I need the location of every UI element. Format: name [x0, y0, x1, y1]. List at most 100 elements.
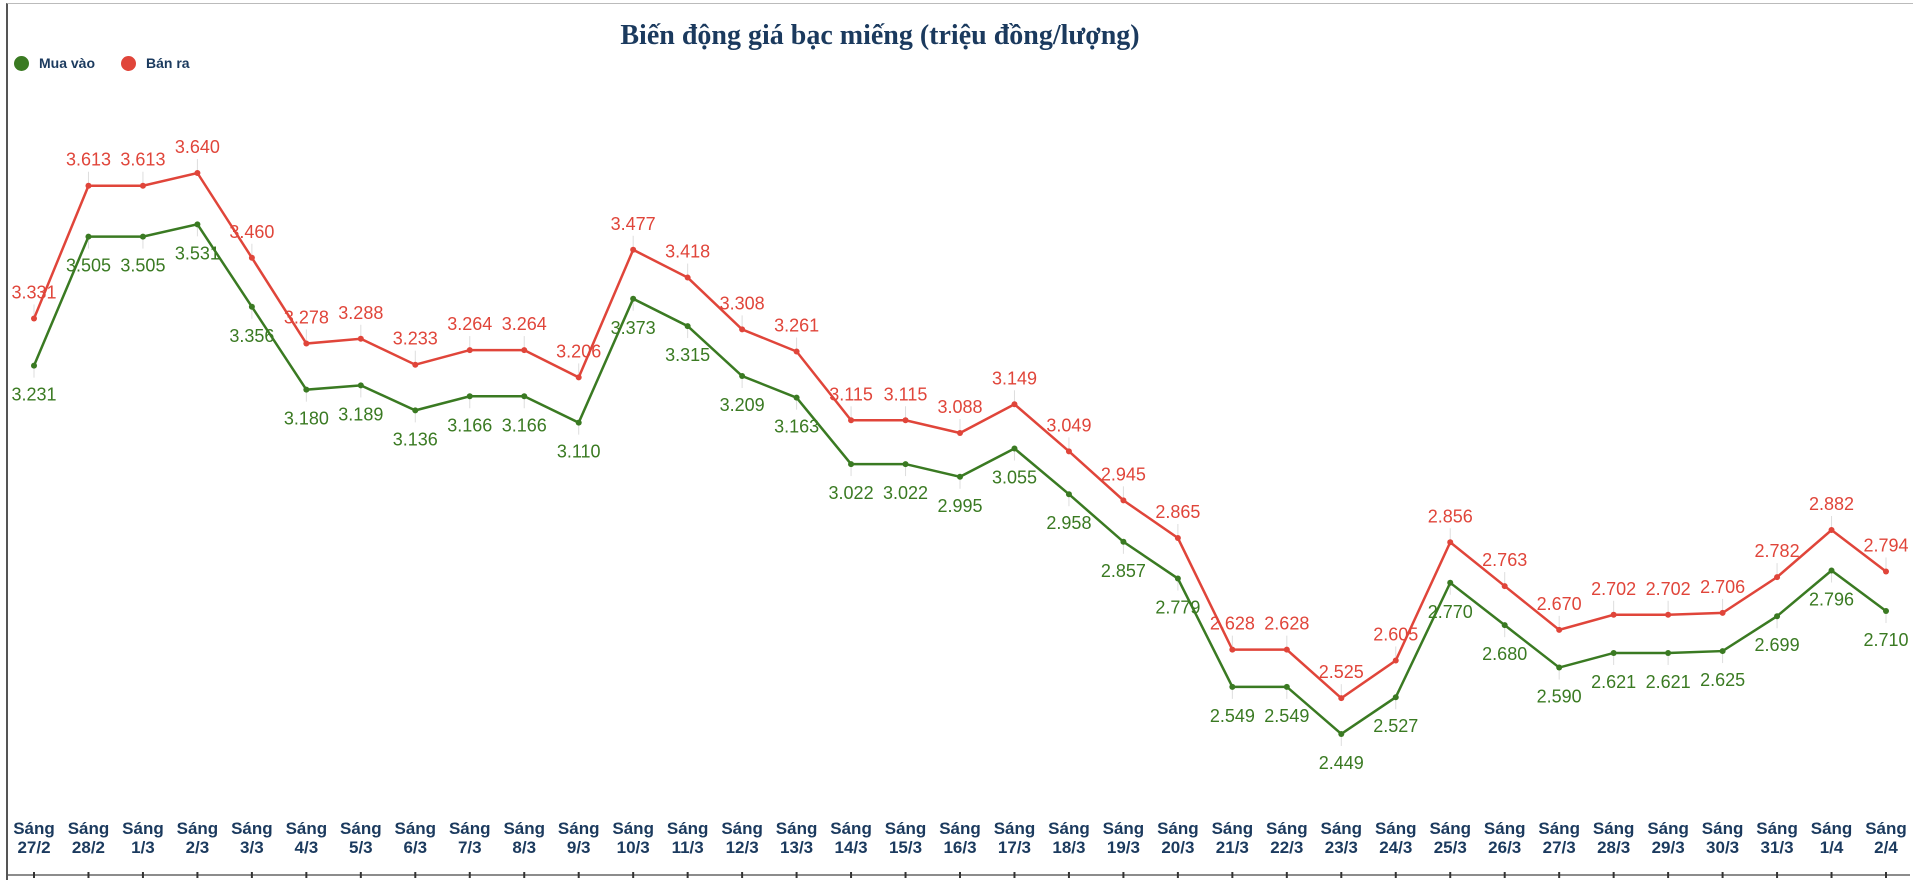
x-tick-label: Sáng 28/2 [68, 819, 110, 857]
data-point [848, 461, 855, 468]
x-tick-label: Sáng 8/3 [503, 819, 545, 857]
data-label: 2.680 [1482, 644, 1527, 664]
x-tick-label: Sáng 24/3 [1375, 819, 1417, 857]
data-label: 2.763 [1482, 550, 1527, 570]
data-label: 2.525 [1319, 662, 1364, 682]
data-point [1120, 538, 1127, 545]
data-label: 2.628 [1210, 614, 1255, 634]
x-tick-label: Sáng 4/3 [286, 819, 328, 857]
data-label: 3.640 [175, 137, 220, 157]
data-label: 3.189 [338, 404, 383, 424]
data-point [1283, 683, 1290, 690]
data-label: 2.857 [1101, 561, 1146, 581]
data-point [902, 461, 909, 468]
data-label: 3.231 [11, 385, 56, 405]
x-tick-label: Sáng 5/3 [340, 819, 382, 857]
legend-label: Bán ra [146, 55, 190, 71]
data-point [575, 419, 582, 426]
data-label: 2.605 [1373, 624, 1418, 644]
legend-item-ban-ra: Bán ra [121, 55, 190, 71]
data-point [684, 323, 691, 330]
x-tick-label: Sáng 2/3 [177, 819, 219, 857]
data-label: 3.088 [937, 397, 982, 417]
x-tick-label: Sáng 26/3 [1484, 819, 1526, 857]
data-label: 2.702 [1591, 579, 1636, 599]
data-label: 2.770 [1428, 602, 1473, 622]
data-point [412, 361, 419, 368]
data-point [575, 374, 582, 381]
data-label: 2.625 [1700, 670, 1745, 690]
data-point [957, 473, 963, 480]
data-point [303, 340, 310, 347]
legend-item-mua-vao: Mua vào [14, 55, 95, 71]
data-point [1174, 575, 1181, 582]
data-point [1447, 539, 1454, 546]
data-label: 3.166 [502, 415, 547, 435]
data-point [793, 348, 800, 355]
data-point [1283, 646, 1290, 653]
data-point [248, 254, 255, 261]
data-point [1011, 401, 1018, 408]
x-tick-label: Sáng 1/4 [1811, 819, 1853, 857]
data-label: 3.460 [229, 222, 274, 242]
data-point [31, 362, 37, 369]
data-point [793, 394, 800, 401]
x-tick-label: Sáng 27/3 [1538, 819, 1580, 857]
x-tick-label: Sáng 25/3 [1429, 819, 1471, 857]
x-tick-label: Sáng 29/3 [1647, 819, 1689, 857]
data-label: 3.055 [992, 468, 1037, 488]
x-tick-label: Sáng 10/3 [612, 819, 654, 857]
data-point [739, 326, 746, 333]
data-label: 3.180 [284, 409, 329, 429]
data-point [1229, 683, 1236, 690]
data-label: 3.613 [120, 150, 165, 170]
data-label: 2.710 [1863, 630, 1908, 650]
data-label: 2.779 [1155, 598, 1200, 618]
data-point [248, 303, 255, 310]
data-label: 2.590 [1537, 687, 1582, 707]
data-label: 3.115 [884, 384, 928, 404]
data-label: 3.505 [120, 256, 165, 276]
data-point [1883, 568, 1889, 575]
data-point [1828, 567, 1835, 574]
data-point [1229, 646, 1236, 653]
data-point [1665, 611, 1672, 618]
data-label: 2.702 [1646, 579, 1691, 599]
data-point [1610, 649, 1617, 656]
data-label: 2.782 [1755, 541, 1800, 561]
data-label: 3.209 [720, 395, 765, 415]
data-point [85, 233, 92, 240]
data-point [194, 170, 201, 176]
x-tick-label: Sáng 6/3 [395, 819, 437, 857]
data-label: 3.261 [774, 316, 819, 336]
data-point [303, 386, 310, 393]
data-point [85, 182, 92, 189]
data-label: 3.315 [665, 345, 710, 365]
data-point [521, 347, 528, 354]
chart-title: Biến động giá bạc miếng (triệu đồng/lượn… [620, 20, 1140, 51]
data-label: 3.022 [883, 483, 928, 503]
x-tick-label: Sáng 12/3 [721, 819, 763, 857]
data-label: 2.706 [1700, 577, 1745, 597]
data-label: 3.206 [556, 341, 601, 361]
data-point [1174, 535, 1181, 542]
data-label: 3.613 [66, 150, 111, 170]
x-tick-label: Sáng 20/3 [1157, 819, 1199, 857]
data-label: 3.373 [611, 318, 656, 338]
data-point [139, 233, 146, 240]
data-point [1774, 574, 1781, 581]
data-label: 3.136 [393, 429, 438, 449]
x-tick-label: Sáng 9/3 [558, 819, 600, 857]
data-point [630, 246, 637, 253]
data-point [1501, 622, 1508, 629]
legend-marker-green [14, 55, 29, 71]
data-label: 2.796 [1809, 590, 1854, 610]
x-tick-label: Sáng 11/3 [667, 819, 709, 857]
data-label: 2.670 [1537, 594, 1582, 614]
x-tick-label: Sáng 1/3 [122, 819, 164, 857]
data-point [1556, 664, 1563, 671]
data-point [357, 335, 364, 342]
x-tick-label: Sáng 13/3 [776, 819, 818, 857]
data-label: 2.621 [1646, 672, 1691, 692]
data-point [466, 393, 473, 400]
